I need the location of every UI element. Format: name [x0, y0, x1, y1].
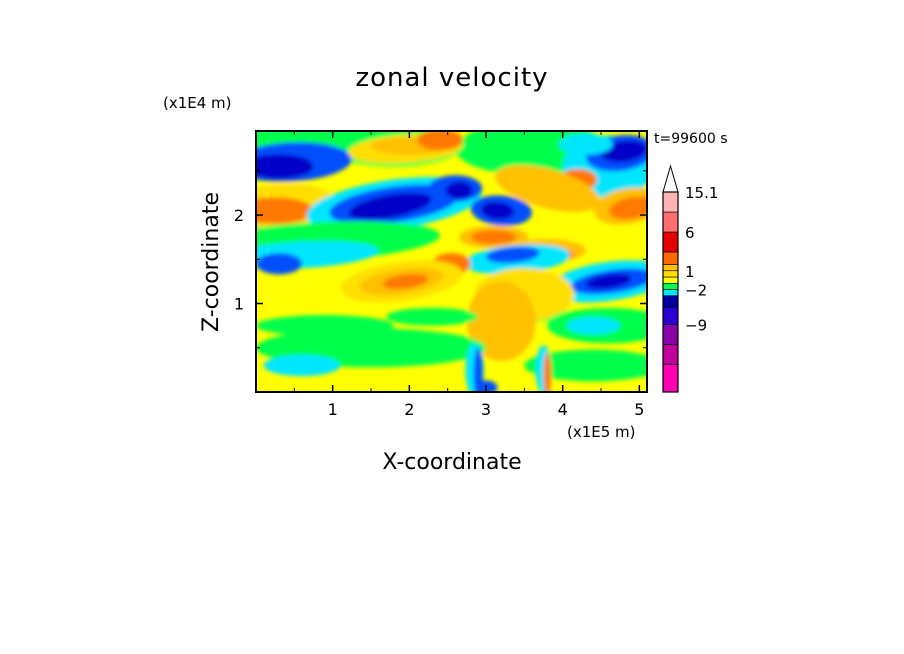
colorbar-label: 6 — [685, 224, 695, 242]
field-contour-dark-blue — [585, 273, 632, 290]
y-axis-label: Z-coordinate — [199, 192, 224, 332]
x-tick-label: 5 — [634, 400, 644, 419]
x-axis-label: X-coordinate — [382, 450, 521, 475]
colorbar-band — [662, 211, 679, 233]
time-label: t=99600 s — [654, 131, 728, 147]
colorbar-band — [662, 306, 679, 325]
colorbar: 15.1 6 1−2 −9 — [662, 164, 718, 393]
field-contour-dark-blue — [256, 154, 314, 179]
colorbar-band — [662, 282, 679, 290]
field-contour-green — [386, 307, 479, 326]
x-tick-label: 2 — [404, 400, 414, 419]
field-contour-dark-orange — [470, 230, 517, 245]
field-contour-dark-orange — [608, 196, 647, 220]
chart-title: zonal velocity — [355, 63, 548, 93]
colorbar-band — [662, 251, 679, 265]
colorbar-band — [662, 364, 679, 393]
y-tick-label: 1 — [234, 295, 244, 314]
field-contour-dark-blue — [445, 181, 473, 200]
colorbar-band — [662, 276, 679, 284]
field-contour-dark-blue — [601, 140, 647, 163]
colorbar-band — [662, 295, 679, 308]
field-contour-dark-blue — [348, 192, 432, 220]
field-contour-dark-orange — [382, 273, 429, 290]
plot-area — [256, 131, 647, 392]
field-contour-blue — [473, 347, 483, 392]
colorbar-band — [662, 264, 679, 272]
field-contour-blue — [256, 253, 302, 275]
colorbar-extend-arrow — [662, 164, 679, 193]
x-tick-label: 4 — [558, 400, 568, 419]
colorbar-label: 15.1 — [685, 184, 718, 202]
colorbar-label: 1 — [685, 263, 695, 281]
x-tick-label: 3 — [481, 400, 491, 419]
velocity-field — [256, 131, 647, 392]
field-contour-cyan — [263, 354, 341, 377]
colorbar-label: −2 — [685, 282, 707, 300]
colorbar-label: −9 — [685, 317, 707, 335]
colorbar-band — [662, 191, 679, 213]
colorbar-band — [662, 344, 679, 365]
colorbar-band — [662, 231, 679, 253]
y-axis: 12 — [234, 170, 647, 349]
field-contour-orange — [466, 281, 536, 362]
field-contour-cyan — [566, 316, 621, 335]
field-contour-green — [524, 349, 647, 382]
field-contour-orange — [495, 165, 600, 212]
colorbar-band — [662, 324, 679, 345]
y-tick-label: 2 — [234, 206, 244, 225]
field-contour-dark-orange — [543, 352, 552, 392]
colorbar-band — [662, 270, 679, 278]
colorbar-frame — [662, 191, 679, 393]
field-contour-cyan — [558, 133, 613, 155]
x-scale-label: (x1E5 m) — [567, 423, 636, 441]
field-contour-blue — [486, 246, 540, 264]
colorbar-band — [662, 289, 679, 297]
x-tick-label: 1 — [328, 400, 338, 419]
plot-frame — [255, 130, 648, 393]
x-axis: 1 2 3 4 5 — [293, 131, 644, 419]
field-contour-dark-blue — [480, 201, 515, 220]
field-contour-dark-orange — [256, 197, 314, 224]
y-scale-label: (x1E4 m) — [163, 94, 232, 112]
field-contour-dark-orange — [417, 131, 463, 151]
